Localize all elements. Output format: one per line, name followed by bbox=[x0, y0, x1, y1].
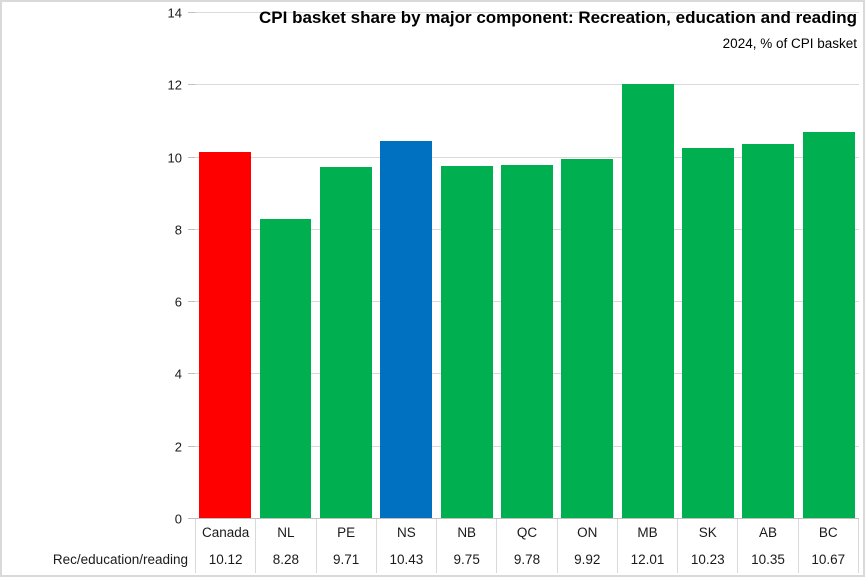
category-label-Canada: Canada bbox=[195, 519, 255, 546]
bar-slot-Canada bbox=[195, 12, 255, 518]
value-cell-NL: 8.28 bbox=[255, 546, 315, 573]
title-block: CPI basket share by major component: Rec… bbox=[217, 5, 857, 53]
bar-NL bbox=[259, 218, 312, 518]
y-axis-label-6: 6 bbox=[174, 294, 182, 310]
bar-slot-PE bbox=[316, 12, 376, 518]
series-row-label: Rec/education/reading bbox=[52, 552, 188, 567]
y-tick-12 bbox=[188, 84, 195, 86]
value-cell-QC: 9.78 bbox=[496, 546, 556, 573]
y-tick-8 bbox=[188, 228, 195, 230]
value-cell-AB: 10.35 bbox=[737, 546, 797, 573]
value-cell-Canada: 10.12 bbox=[195, 546, 255, 573]
category-label-NB: NB bbox=[436, 519, 496, 546]
bar-MB bbox=[621, 83, 674, 518]
bar-SK bbox=[682, 148, 734, 518]
value-cell-BC: 10.67 bbox=[797, 546, 859, 573]
y-axis-label-2: 2 bbox=[174, 439, 182, 455]
y-tick-14 bbox=[188, 12, 195, 13]
bar-series bbox=[195, 12, 859, 518]
bar-NB bbox=[440, 165, 493, 518]
category-label-ON: ON bbox=[556, 519, 617, 546]
plot-area bbox=[188, 12, 859, 519]
y-tick-6 bbox=[188, 301, 195, 303]
value-cell-NS: 10.43 bbox=[375, 546, 436, 573]
bar-QC bbox=[501, 164, 553, 518]
gridline-10 bbox=[195, 156, 859, 158]
bar-slot-NL bbox=[255, 12, 315, 518]
gridline-14 bbox=[195, 12, 859, 13]
bar-BC bbox=[802, 132, 855, 518]
y-axis-label-12: 12 bbox=[167, 77, 182, 93]
value-cell-ON: 9.92 bbox=[556, 546, 617, 573]
bar-slot-NS bbox=[376, 12, 436, 518]
bar-slot-ON bbox=[557, 12, 617, 518]
y-axis-label-10: 10 bbox=[167, 150, 182, 166]
value-row: Rec/education/reading 10.12 8.28 9.71 10.43… bbox=[2, 546, 859, 573]
bar-Canada bbox=[199, 152, 252, 518]
chart-subtitle: 2024, % of CPI basket bbox=[722, 36, 857, 51]
y-axis-label-0: 0 bbox=[174, 511, 182, 527]
chart-title: CPI basket share by major component: Rec… bbox=[259, 8, 857, 27]
category-label-AB: AB bbox=[737, 519, 797, 546]
value-cell-NB: 9.75 bbox=[436, 546, 496, 573]
category-label-NS: NS bbox=[375, 519, 436, 546]
bar-slot-BC bbox=[799, 12, 859, 518]
category-label-SK: SK bbox=[677, 519, 737, 546]
gridline-12 bbox=[195, 84, 859, 86]
value-cell-MB: 12.01 bbox=[616, 546, 677, 573]
category-row-spacer bbox=[2, 519, 195, 546]
value-cell-PE: 9.71 bbox=[315, 546, 376, 573]
y-tick-2 bbox=[188, 445, 195, 447]
category-row: Canada NL PE NS NB QC ON MB SK AB BC bbox=[2, 519, 859, 546]
bar-slot-MB bbox=[618, 12, 678, 518]
y-tick-10 bbox=[188, 156, 195, 158]
value-cell-SK: 10.23 bbox=[677, 546, 737, 573]
y-axis-label-14: 14 bbox=[167, 5, 182, 21]
bar-NS bbox=[380, 141, 433, 518]
bar-slot-SK bbox=[678, 12, 738, 518]
data-table: Canada NL PE NS NB QC ON MB SK AB BC Rec/education… bbox=[2, 519, 859, 573]
bar-slot-QC bbox=[497, 12, 557, 518]
bar-slot-AB bbox=[738, 12, 798, 518]
category-label-NL: NL bbox=[255, 519, 315, 546]
bar-PE bbox=[319, 167, 372, 518]
y-axis-labels: 0 2 4 6 8 10 12 14 bbox=[2, 6, 188, 527]
category-label-PE: PE bbox=[315, 519, 376, 546]
x-axis-line bbox=[188, 518, 859, 519]
category-label-MB: MB bbox=[616, 519, 677, 546]
y-axis-label-8: 8 bbox=[174, 222, 182, 238]
category-label-QC: QC bbox=[496, 519, 556, 546]
category-label-BC: BC bbox=[797, 519, 859, 546]
bar-AB bbox=[742, 143, 795, 518]
y-tick-4 bbox=[188, 373, 195, 375]
y-axis-label-4: 4 bbox=[174, 366, 182, 382]
bar-ON bbox=[561, 159, 614, 518]
bar-slot-NB bbox=[436, 12, 496, 518]
